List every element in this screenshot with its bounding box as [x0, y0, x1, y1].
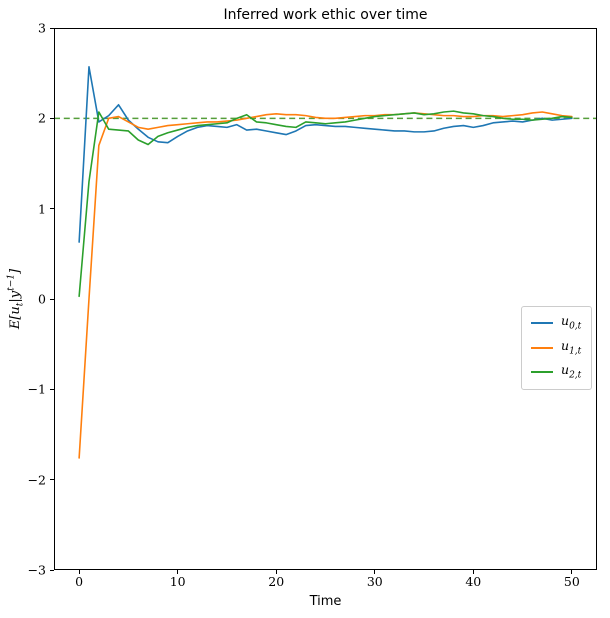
- legend-line-sample-u2: [531, 371, 553, 374]
- legend-label-u0: u0,t: [561, 313, 582, 332]
- series-line-0: [78, 66, 573, 243]
- y-tick-label: −2: [27, 472, 46, 488]
- legend-line-sample-u0: [531, 322, 553, 325]
- y-tick-label: 2: [38, 110, 46, 126]
- x-tick-label: 10: [169, 574, 186, 589]
- x-tick-label: 30: [366, 574, 383, 589]
- x-tick-label: 20: [268, 574, 285, 589]
- y-tick-label: −1: [27, 381, 46, 397]
- y-tick-label: 0: [38, 291, 46, 307]
- y-tick-mark: [50, 117, 54, 119]
- x-tick-mark: [177, 570, 179, 574]
- y-tick-mark: [50, 27, 54, 29]
- y-tick-mark: [50, 479, 54, 481]
- y-axis-label: E[ut|yt−1]: [6, 268, 26, 330]
- x-tick-mark: [571, 570, 573, 574]
- x-tick-mark: [275, 570, 277, 574]
- chart-title: Inferred work ethic over time: [223, 7, 428, 23]
- x-tick-label: 0: [75, 574, 84, 589]
- legend-item: u2,t: [531, 362, 582, 381]
- x-tick-mark: [472, 570, 474, 574]
- legend-item: u0,t: [531, 313, 582, 332]
- y-tick-mark: [50, 298, 54, 300]
- series-line-2: [78, 110, 573, 298]
- x-tick-label: 50: [563, 574, 580, 589]
- x-tick-mark: [78, 570, 80, 574]
- x-axis-label: Time: [309, 594, 342, 609]
- plot-area: [54, 28, 597, 570]
- legend-label-u2: u2,t: [561, 362, 582, 381]
- y-tick-mark: [50, 208, 54, 210]
- y-tick-label: 3: [38, 20, 46, 36]
- legend-item: u1,t: [531, 337, 582, 357]
- legend: u0,t u1,t u2,t: [521, 306, 593, 390]
- legend-label-u1: u1,t: [561, 337, 582, 356]
- legend-line-sample-u1: [531, 346, 553, 349]
- x-tick-label: 40: [465, 574, 482, 589]
- y-tick-label: 1: [38, 201, 46, 217]
- y-tick-mark: [50, 569, 54, 571]
- y-tick-mark: [50, 388, 54, 390]
- y-tick-label: −3: [27, 562, 46, 578]
- series-line-1: [78, 111, 573, 459]
- x-tick-mark: [374, 570, 376, 574]
- axes-spines: [54, 28, 597, 570]
